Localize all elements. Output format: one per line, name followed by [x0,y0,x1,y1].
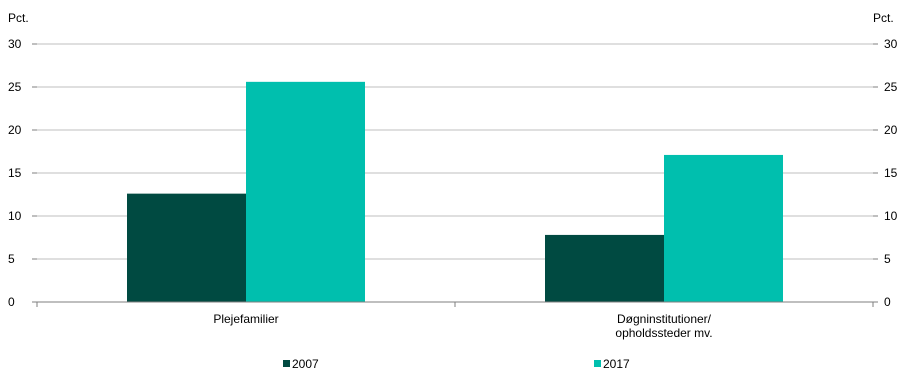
y-tick-label-left: 15 [8,166,22,180]
bar-2007-2 [545,234,664,302]
legend-swatch-2007 [283,360,290,367]
y-tick-label-left: 5 [8,252,15,266]
y-tick-label-right: 30 [884,37,898,51]
legend-swatch-2017 [594,360,601,367]
legend: 2007 2017 [283,357,630,371]
y-tick-label-left: 20 [8,123,22,137]
bar-2017-1 [246,81,365,302]
legend-label-2007: 2007 [292,357,319,371]
bar-2007-1 [127,193,246,302]
x-category-label: Døgninstitutioner/ [617,312,712,326]
y-tick-label-left: 0 [8,295,15,309]
y-tick-label-left: 10 [8,209,22,223]
x-category-label: opholdssteder mv. [615,326,712,340]
axes: 0 0 5 5 10 10 15 15 20 20 25 25 30 30 Plejefamilier Døg… [8,37,898,340]
y-tick-label-right: 5 [884,252,891,266]
y-tick-label-left: 30 [8,37,22,51]
y-tick-label-right: 25 [884,80,898,94]
y-axis-unit-left: Pct. [8,11,29,25]
y-tick-label-right: 0 [884,295,891,309]
bar-2017-2 [664,154,783,302]
bars [127,81,783,302]
y-tick-label-left: 25 [8,80,22,94]
x-category-label: Plejefamilier [213,312,278,326]
y-tick-label-right: 15 [884,166,898,180]
y-tick-label-right: 20 [884,123,898,137]
y-tick-label-right: 10 [884,209,898,223]
y-axis-unit-right: Pct. [873,11,894,25]
legend-label-2017: 2017 [603,357,630,371]
